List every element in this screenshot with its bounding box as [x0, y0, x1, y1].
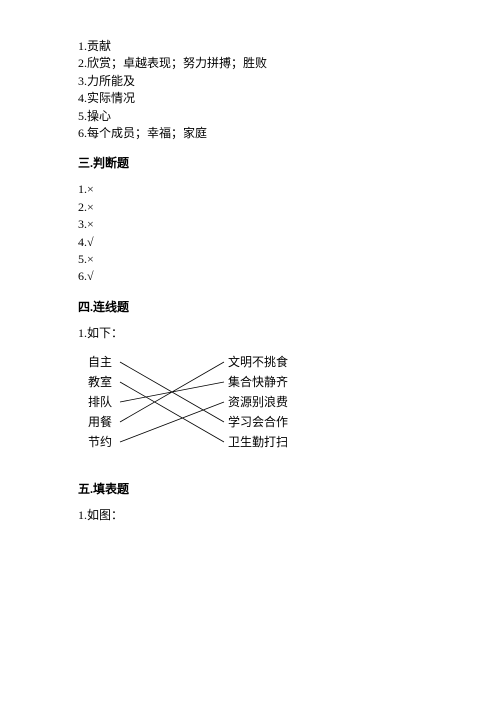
judgment-item: 5.× [78, 251, 418, 268]
list-a-item: 2.欣赏；卓越表现；努力拼搏；胜败 [78, 55, 418, 72]
match-right-label: 文明不挑食 [228, 354, 288, 369]
judgment-item: 6.√ [78, 268, 418, 285]
list-a-item: 5.操心 [78, 108, 418, 125]
list-a-item: 3.力所能及 [78, 73, 418, 90]
match-right-label: 学习会合作 [228, 414, 288, 429]
page-content: 1.贡献 2.欣赏；卓越表现；努力拼搏；胜败 3.力所能及 4.实际情况 5.操… [0, 0, 418, 524]
match-right-label: 集合快静齐 [228, 374, 288, 389]
match-left-label: 自主 [88, 355, 112, 369]
match-left-label: 教室 [88, 374, 112, 389]
judgment-item: 4.√ [78, 234, 418, 251]
list-a-item: 1.贡献 [78, 38, 418, 55]
section4-heading: 四.连线题 [78, 298, 418, 315]
match-left-label: 排队 [88, 394, 112, 409]
judgment-item: 1.× [78, 181, 418, 198]
match-right-label: 资源别浪费 [228, 394, 288, 409]
match-line [120, 402, 224, 442]
match-right-label: 卫生勤打扫 [228, 435, 288, 449]
section5-heading: 五.填表题 [78, 480, 418, 497]
section3-heading: 三.判断题 [78, 154, 418, 171]
section5-intro: 1.如图： [78, 507, 418, 524]
judgment-item: 3.× [78, 216, 418, 233]
judgment-item: 2.× [78, 199, 418, 216]
match-left-label: 用餐 [88, 414, 112, 429]
section4-intro: 1.如下： [78, 325, 418, 342]
match-line [120, 382, 224, 442]
match-left-label: 节约 [88, 434, 112, 449]
list-a-item: 4.实际情况 [78, 90, 418, 107]
list-a-item: 6.每个成员；幸福；家庭 [78, 125, 418, 142]
matching-diagram: 自主教室排队用餐节约 文明不挑食集合快静齐资源别浪费学习会合作卫生勤打扫 [78, 352, 338, 462]
